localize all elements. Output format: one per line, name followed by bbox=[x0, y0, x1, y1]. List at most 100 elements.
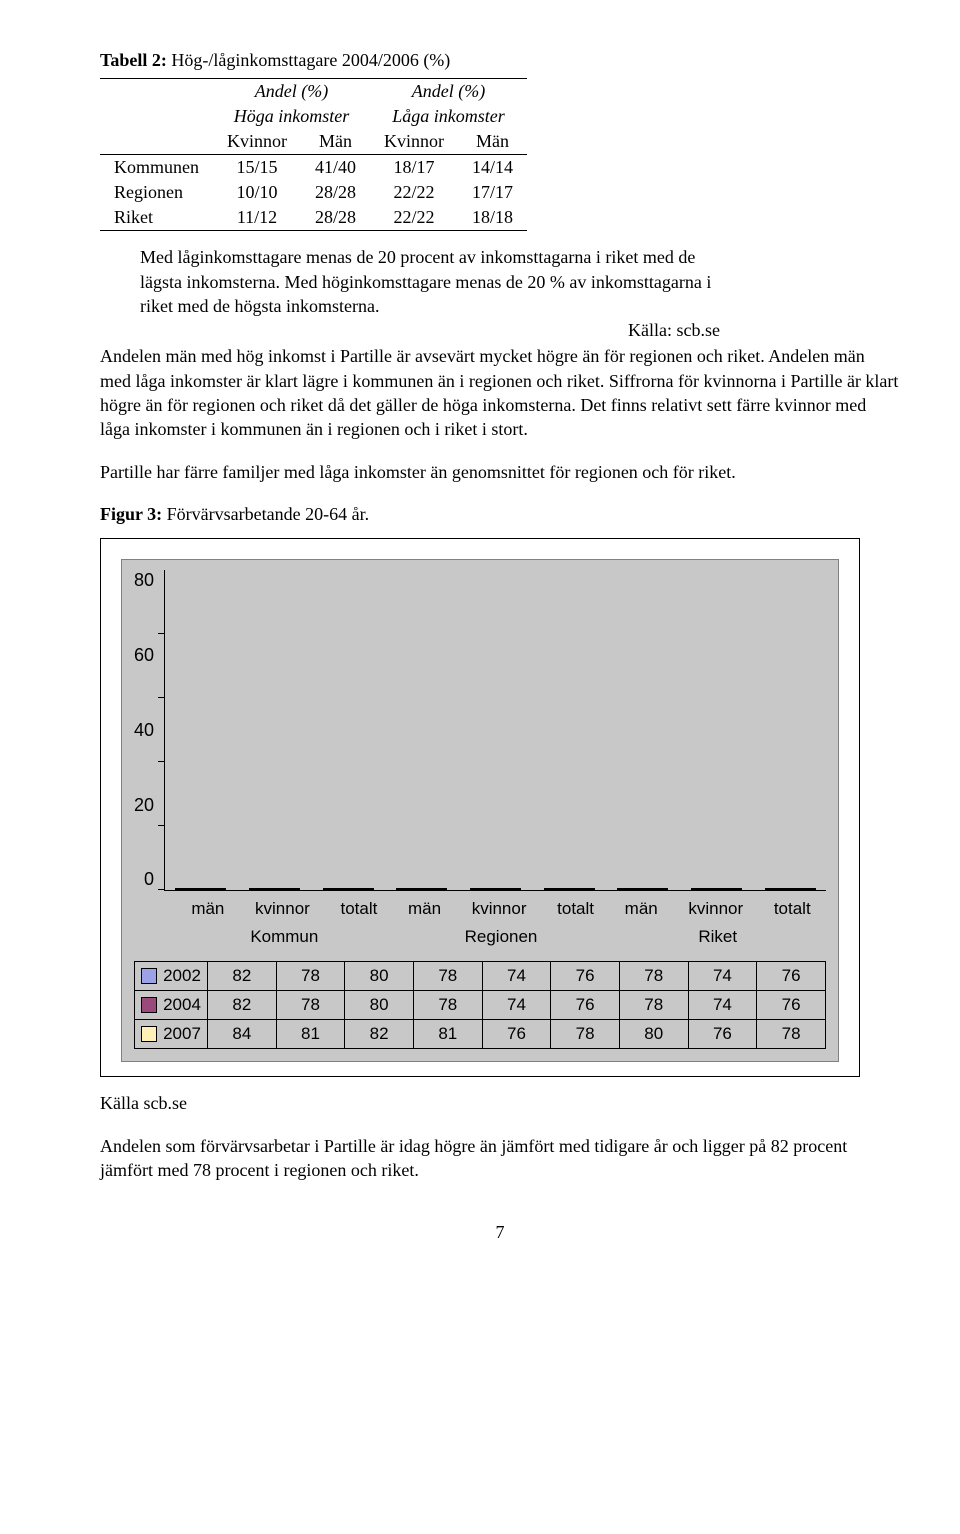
bar bbox=[266, 888, 283, 890]
fig3-caption: Figur 3: Förvärvsarbetande 20-64 år. bbox=[100, 502, 900, 526]
data-cell: 78 bbox=[413, 962, 482, 991]
table2-caption: Tabell 2: Hög-/låginkomsttagare 2004/200… bbox=[100, 48, 900, 72]
data-cell: 84 bbox=[208, 1020, 277, 1049]
bar bbox=[396, 888, 413, 890]
data-cell: 78 bbox=[413, 991, 482, 1020]
bar bbox=[578, 888, 595, 890]
table2: Andel (%) Andel (%) Höga inkomster Låga … bbox=[100, 78, 527, 231]
bar-cluster bbox=[544, 888, 595, 890]
hdr-laga: Låga inkomster bbox=[370, 104, 527, 129]
bar bbox=[544, 888, 561, 890]
chart-inner: 80 60 40 20 0 mänkvinnortotaltKommunmänk… bbox=[121, 559, 839, 1062]
x-group-label: Kommun bbox=[176, 927, 393, 947]
chart-frame: 80 60 40 20 0 mänkvinnortotaltKommunmänk… bbox=[100, 538, 860, 1077]
bar bbox=[765, 888, 782, 890]
x-group-label: Regionen bbox=[393, 927, 610, 947]
table-row: Riket 11/12 28/28 22/22 18/18 bbox=[100, 205, 527, 231]
x-cat-label: kvinnor bbox=[472, 899, 527, 919]
bar bbox=[283, 888, 300, 890]
x-cat-label: totalt bbox=[774, 899, 811, 919]
bar bbox=[192, 888, 209, 890]
bar bbox=[651, 888, 668, 890]
paragraph-3: Andelen som förvärvsarbetar i Partille ä… bbox=[100, 1134, 900, 1183]
legend-square bbox=[141, 968, 157, 984]
table-row: Regionen 10/10 28/28 22/22 17/17 bbox=[100, 180, 527, 205]
ytick: 60 bbox=[134, 645, 154, 666]
data-cell: 76 bbox=[757, 991, 826, 1020]
row-label: Riket bbox=[100, 205, 213, 231]
table-row: 2004827880787476787476 bbox=[135, 991, 826, 1020]
bar bbox=[323, 888, 340, 890]
bar bbox=[725, 888, 742, 890]
ytick: 0 bbox=[144, 869, 154, 890]
bar-cluster bbox=[765, 888, 816, 890]
source-1: Källa: scb.se bbox=[100, 318, 900, 342]
note-text: Med låginkomsttagare menas de 20 procent… bbox=[140, 245, 740, 318]
year-label: 2004 bbox=[163, 995, 201, 1015]
ytick: 20 bbox=[134, 795, 154, 816]
paragraph-2: Partille har färre familjer med låga ink… bbox=[100, 460, 900, 484]
ytick: 80 bbox=[134, 570, 154, 591]
table-row: 2002827880787476787476 bbox=[135, 962, 826, 991]
x-group-label: Riket bbox=[609, 927, 826, 947]
data-cell: 78 bbox=[551, 1020, 620, 1049]
year-label: 2002 bbox=[163, 966, 201, 986]
hdr-andel-1: Andel (%) bbox=[213, 79, 370, 105]
page-number: 7 bbox=[100, 1222, 900, 1243]
table2-caption-bold: Tabell 2: bbox=[100, 50, 167, 70]
bar bbox=[209, 888, 226, 890]
bar bbox=[504, 888, 521, 890]
paragraph-1: Andelen män med hög inkomst i Partille ä… bbox=[100, 344, 900, 441]
bar-cluster bbox=[249, 888, 300, 890]
x-group: mänkvinnortotaltRegionen bbox=[393, 899, 610, 947]
bar-cluster bbox=[323, 888, 374, 890]
table-row: Kommunen 15/15 41/40 18/17 14/14 bbox=[100, 155, 527, 181]
table2-caption-rest: Hög-/låginkomsttagare 2004/2006 (%) bbox=[167, 50, 450, 70]
plot-area bbox=[164, 570, 826, 891]
bar bbox=[691, 888, 708, 890]
data-cell: 78 bbox=[757, 1020, 826, 1049]
data-cell: 78 bbox=[276, 991, 345, 1020]
hdr-andel-2: Andel (%) bbox=[370, 79, 527, 105]
bar-cluster bbox=[470, 888, 521, 890]
bar bbox=[634, 888, 651, 890]
year-label: 2007 bbox=[163, 1024, 201, 1044]
data-cell: 82 bbox=[208, 962, 277, 991]
source-2: Källa scb.se bbox=[100, 1091, 900, 1115]
bar bbox=[175, 888, 192, 890]
data-cell: 78 bbox=[619, 991, 688, 1020]
row-label: Regionen bbox=[100, 180, 213, 205]
x-cat-label: män bbox=[408, 899, 441, 919]
legend-square bbox=[141, 997, 157, 1013]
data-cell: 80 bbox=[345, 991, 414, 1020]
data-cell: 78 bbox=[276, 962, 345, 991]
bar bbox=[487, 888, 504, 890]
data-cell: 82 bbox=[208, 991, 277, 1020]
bar-cluster bbox=[617, 888, 668, 890]
bar bbox=[430, 888, 447, 890]
ytick: 40 bbox=[134, 720, 154, 741]
fig3-caption-rest: Förvärvsarbetande 20-64 år. bbox=[162, 504, 369, 524]
bar bbox=[799, 888, 816, 890]
bar-cluster bbox=[691, 888, 742, 890]
fig3-caption-bold: Figur 3: bbox=[100, 504, 162, 524]
data-cell: 80 bbox=[619, 1020, 688, 1049]
bar bbox=[782, 888, 799, 890]
x-axis: mänkvinnortotaltKommunmänkvinnortotaltRe… bbox=[176, 899, 826, 947]
data-cell: 74 bbox=[482, 991, 551, 1020]
data-cell: 81 bbox=[276, 1020, 345, 1049]
bar bbox=[413, 888, 430, 890]
bar bbox=[470, 888, 487, 890]
bar bbox=[561, 888, 578, 890]
legend-square bbox=[141, 1026, 157, 1042]
x-cat-label: kvinnor bbox=[688, 899, 743, 919]
hdr-man-1: Män bbox=[301, 129, 370, 155]
x-group: mänkvinnortotaltKommun bbox=[176, 899, 393, 947]
x-cat-label: totalt bbox=[340, 899, 377, 919]
hdr-kvinnor-1: Kvinnor bbox=[213, 129, 301, 155]
y-axis: 80 60 40 20 0 bbox=[134, 570, 164, 890]
hdr-hoga: Höga inkomster bbox=[213, 104, 370, 129]
bar bbox=[357, 888, 374, 890]
bar bbox=[340, 888, 357, 890]
data-cell: 74 bbox=[482, 962, 551, 991]
